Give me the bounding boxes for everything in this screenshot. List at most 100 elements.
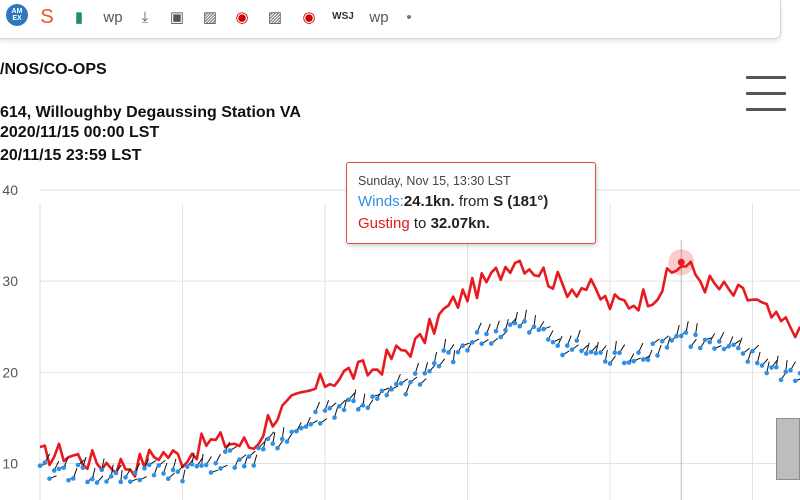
- wind-point: [237, 457, 242, 462]
- wind-point: [175, 469, 181, 475]
- wind-point: [550, 339, 556, 345]
- wind-point: [37, 463, 43, 469]
- chart-tooltip: Sunday, Nov 15, 13:30 LST Winds:24.1kn. …: [346, 162, 596, 244]
- wind-point: [294, 428, 299, 434]
- amex-icon[interactable]: AM EX: [6, 4, 28, 26]
- wind-point: [408, 379, 413, 385]
- wind-point: [346, 397, 352, 403]
- start-time: 2020/11/15 00:00 LST: [0, 124, 160, 141]
- tooltip-direction: S: [493, 193, 504, 210]
- wp-icon-2[interactable]: wp: [369, 8, 389, 26]
- wind-point: [479, 341, 485, 347]
- y-tick-label: 40: [2, 182, 18, 198]
- wind-point: [104, 479, 109, 484]
- target-icon-2[interactable]: ◉: [302, 8, 316, 26]
- wind-point: [398, 381, 404, 386]
- wind-point: [303, 424, 309, 429]
- wind-point: [436, 363, 442, 369]
- wind-point: [256, 445, 261, 451]
- menu-icon: [746, 76, 786, 79]
- wind-point: [526, 330, 532, 335]
- wind-point: [498, 334, 504, 340]
- download-icon[interactable]: ⤓: [141, 8, 149, 26]
- wind-point: [460, 343, 466, 348]
- more-dot-icon[interactable]: •: [406, 8, 412, 26]
- station-title: 614, Willoughby Degaussing Station VA: [0, 104, 301, 121]
- wind-point: [507, 322, 513, 328]
- wind-point: [564, 343, 570, 348]
- wind-point: [108, 474, 114, 479]
- wind-point: [759, 363, 765, 368]
- wind-point: [531, 324, 537, 330]
- wind-point: [289, 429, 295, 435]
- wind-point: [583, 351, 589, 356]
- wind-point: [545, 337, 551, 342]
- wind-point: [298, 425, 304, 431]
- wind-point: [417, 382, 423, 387]
- tooltip-degrees: (181°): [507, 193, 549, 210]
- wind-point: [555, 343, 561, 349]
- wind-point: [365, 405, 371, 411]
- wind-point: [161, 471, 166, 476]
- wind-point: [626, 360, 632, 365]
- wind-point: [327, 405, 333, 411]
- wp-icon[interactable]: wp: [103, 8, 123, 26]
- tooltip-from: from: [454, 193, 494, 210]
- wind-point: [721, 346, 727, 352]
- s-icon[interactable]: S: [40, 6, 54, 28]
- wind-point: [374, 396, 380, 402]
- wind-point: [127, 479, 133, 484]
- wind-point: [503, 327, 508, 333]
- menu-icon-bar: [746, 92, 786, 95]
- wind-point: [199, 463, 204, 468]
- wind-point: [783, 369, 789, 375]
- wind-point: [308, 422, 314, 427]
- wind-point: [593, 350, 599, 356]
- wind-point: [184, 464, 190, 469]
- wind-point: [517, 324, 523, 329]
- wind-point: [222, 449, 228, 455]
- y-tick-label: 20: [2, 364, 18, 380]
- chart-menu-button[interactable]: [744, 74, 788, 114]
- wind-point: [232, 465, 238, 470]
- wind-point: [522, 319, 527, 324]
- wind-point: [241, 463, 247, 469]
- wind-point: [769, 365, 774, 370]
- wind-point: [227, 448, 233, 453]
- image-icon[interactable]: ▨: [202, 8, 218, 26]
- wind-point: [574, 338, 580, 343]
- sheets-icon[interactable]: ▮: [74, 8, 84, 26]
- wind-point: [716, 339, 722, 344]
- wind-point: [146, 462, 152, 468]
- navigator-scroll-thumb[interactable]: [776, 418, 800, 480]
- wind-point: [66, 477, 71, 483]
- wind-point: [631, 358, 637, 364]
- folder-icon[interactable]: ▣: [169, 8, 185, 26]
- wind-point: [754, 360, 760, 366]
- wind-point: [118, 479, 124, 485]
- wind-point: [75, 462, 81, 468]
- wind-point: [792, 378, 798, 384]
- wind-point: [341, 407, 347, 413]
- wind-point: [151, 472, 157, 478]
- wind-point: [265, 436, 271, 442]
- wsj-icon[interactable]: WSJ: [332, 11, 354, 22]
- image-icon-2[interactable]: ▨: [267, 8, 283, 26]
- wind-point: [707, 339, 713, 345]
- wind-point: [735, 345, 741, 351]
- highlight-point: [677, 258, 685, 266]
- wind-point: [203, 462, 209, 468]
- wind-point: [512, 320, 518, 326]
- wind-point: [322, 408, 328, 413]
- wind-point: [669, 338, 675, 343]
- wind-point: [607, 361, 613, 366]
- wind-point: [469, 340, 475, 345]
- target-icon[interactable]: ◉: [235, 8, 249, 26]
- wind-point: [697, 345, 703, 351]
- wind-point: [99, 467, 105, 473]
- wind-point: [569, 347, 575, 352]
- wind-point: [332, 415, 337, 420]
- bookmarks-bar: AM EX S ▮ wp ⤓ ▣ ▨ ◉ ▨ ◉ WSJ wp •: [0, 0, 781, 39]
- wind-point: [61, 465, 67, 470]
- wind-point: [664, 345, 670, 350]
